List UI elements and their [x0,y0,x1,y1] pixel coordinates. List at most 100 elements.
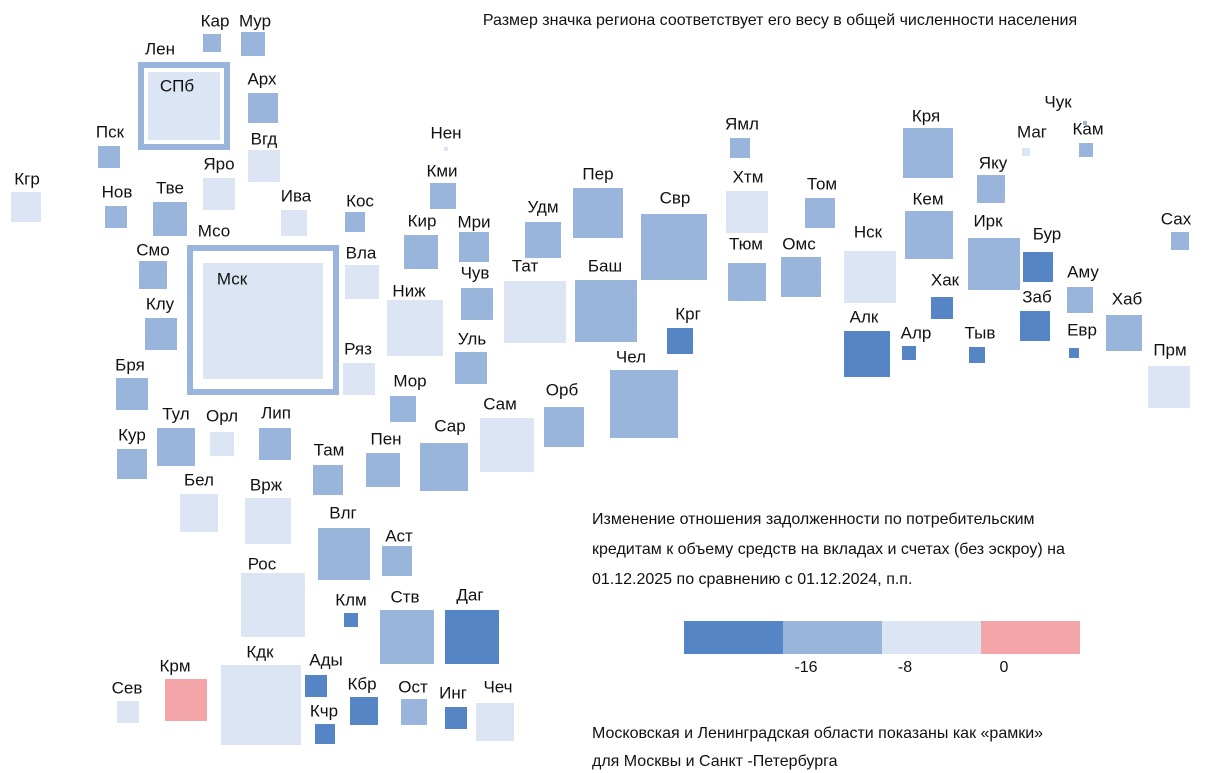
region-label: Вла [346,243,377,262]
region-label: Аст [385,526,413,545]
region-square [241,573,305,637]
region-square [641,214,707,280]
region-square [350,697,378,725]
region-square [404,235,438,269]
region-square [344,613,358,627]
region-square [11,192,41,222]
legend-swatch [684,621,783,654]
region-label: Кчр [310,701,338,720]
region-square [968,238,1020,290]
region-square [420,443,468,491]
note: для Москвы и Санкт -Петербурга [592,753,838,770]
region-square [105,206,127,228]
region-label: Тул [162,404,189,423]
region-label: Смо [136,240,169,259]
region-label: Рос [248,554,277,573]
region-label: Лен [145,39,175,58]
region-square [203,178,235,210]
region-label: Кбр [347,674,376,693]
region-label: Пер [582,164,613,183]
region-square [573,188,623,238]
region-square [241,32,265,56]
region-square [781,257,821,297]
region-label: Мсо [198,221,231,240]
region-label: Алк [850,307,879,326]
region-square [525,222,561,258]
region-label: Клм [335,590,367,609]
region-label: Кос [346,191,374,210]
region-label: Яку [979,153,1008,172]
region-square [210,432,234,456]
region-square [380,610,434,664]
region-label: Тыв [965,323,996,342]
region-label: Нов [102,182,133,201]
region-label: Сах [1161,209,1192,228]
region-label: Мск [217,269,248,288]
region-label: Там [314,440,345,459]
region-square [180,494,218,532]
region-label: Тюм [729,234,763,253]
legend-swatch [981,621,1080,654]
region-label: Ряз [344,339,372,358]
region-label: Мур [239,11,271,30]
region-label: Алр [901,323,932,342]
region-label: Аму [1067,262,1099,281]
region-label: Пск [96,122,125,141]
region-square [1171,232,1189,250]
region-square [366,453,400,487]
region-square [248,150,280,182]
region-label: Кур [118,425,146,444]
region-square [905,211,953,259]
region-square [430,183,456,209]
region-square [903,128,953,178]
region-square [343,363,375,395]
region-label: Сев [112,678,143,697]
region-square [667,328,693,354]
region-square [1083,121,1087,125]
region-square [544,407,584,447]
region-label: Маг [1017,122,1047,141]
region-square [1067,287,1093,313]
region-square [726,191,768,233]
region-label: Хак [931,270,960,289]
legend-tick: 0 [1000,659,1009,676]
region-label: Мор [393,371,426,390]
region-square [345,212,365,232]
region-label: Кми [426,161,457,180]
region-label: Инг [439,683,467,702]
region-label: Кем [912,189,943,208]
region-label: Уль [458,329,487,348]
region-square [805,198,835,228]
region-square [145,318,177,350]
region-label: Бря [115,355,145,374]
region-label: Ств [390,587,419,606]
region-square [245,498,291,544]
region-label: Тат [512,256,539,275]
region-label: Ниж [392,281,426,300]
region-square [98,146,120,168]
region-square [116,378,148,410]
legend-tick: -16 [794,659,817,676]
note: Московская и Ленинградская области показ… [592,725,1043,742]
region-square [117,701,139,723]
region-square [1023,252,1053,282]
region-square [117,449,147,479]
region-square [504,281,566,343]
region-label: Орл [206,406,238,425]
region-square [318,528,370,580]
region-label: Кря [912,106,940,125]
region-label: Ива [281,186,312,205]
region-label: Крг [675,304,701,323]
region-square [148,72,220,140]
region-label: Нск [854,222,883,241]
legend-swatch [783,621,882,654]
region-label: Пен [370,429,401,448]
region-square [445,707,467,729]
region-square [844,331,890,377]
region-label: Кгр [14,169,40,188]
region-label: Бур [1033,224,1062,243]
region-square [902,346,916,360]
legend-tick: -8 [898,659,912,676]
region-label: Бел [184,470,214,489]
legend-text: кредитам к объему средств на вкладах и с… [592,541,1065,558]
